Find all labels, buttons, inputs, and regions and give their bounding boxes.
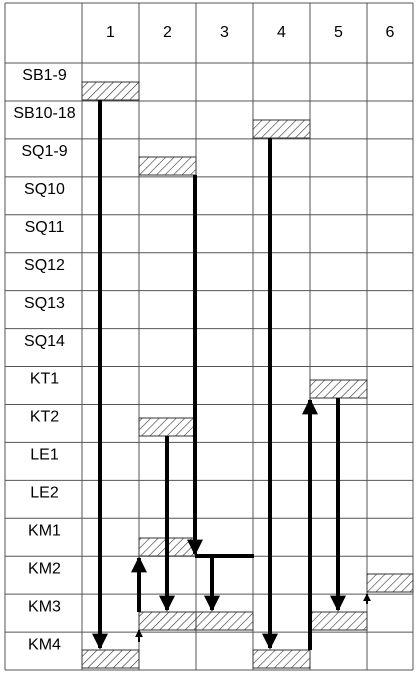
column-header: 2 [163,24,172,41]
row-label: KM4 [28,636,61,653]
bar [138,417,197,437]
bar [138,156,197,176]
labels: 1 2 3 4 5 6 SB1-9 SB10-18 SQ1-9 SQ10 SQ11 SQ12 SQ13 S… [13,24,394,653]
bar [252,119,311,139]
bar [81,81,140,101]
bar [366,573,414,593]
bar [252,649,311,669]
row-label: SQ11 [25,219,65,236]
table-grid [4,2,414,671]
arrows [92,100,371,650]
column-header: 6 [386,24,395,41]
row-label: SQ12 [24,257,65,274]
row-label: SQ14 [24,333,65,350]
row-label: SQ10 [24,181,65,198]
bar [81,649,140,669]
bar [138,611,197,631]
row-label: KM1 [28,522,61,539]
column-header: 4 [277,24,286,41]
row-label: SB1-9 [22,67,67,84]
row-label: LE1 [30,447,59,464]
hatched-bars [81,81,414,669]
bar [309,379,368,399]
row-label: SQ13 [24,295,65,312]
row-label: SB10-18 [13,105,75,122]
row-label: KT1 [30,371,59,388]
column-header: 1 [106,24,115,41]
row-label: SQ1-9 [21,143,67,160]
row-label: KM2 [28,560,61,577]
column-header: 5 [334,24,343,41]
row-label: KT2 [30,409,59,426]
bar [195,611,254,631]
row-label: LE2 [30,485,59,502]
column-header: 3 [220,24,229,41]
row-label: KM3 [28,598,61,615]
bar [309,611,368,631]
